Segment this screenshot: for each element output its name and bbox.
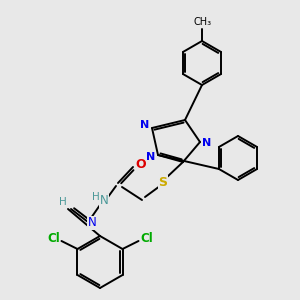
- Text: N: N: [100, 194, 108, 208]
- Text: Cl: Cl: [140, 232, 153, 244]
- Text: N: N: [202, 138, 211, 148]
- Text: N: N: [88, 217, 96, 230]
- Text: CH₃: CH₃: [194, 17, 212, 27]
- Text: H: H: [59, 197, 67, 207]
- Text: H: H: [92, 192, 100, 202]
- Text: N: N: [146, 152, 156, 162]
- Text: N: N: [140, 120, 150, 130]
- Text: O: O: [136, 158, 146, 170]
- Text: S: S: [158, 176, 167, 188]
- Text: Cl: Cl: [47, 232, 60, 244]
